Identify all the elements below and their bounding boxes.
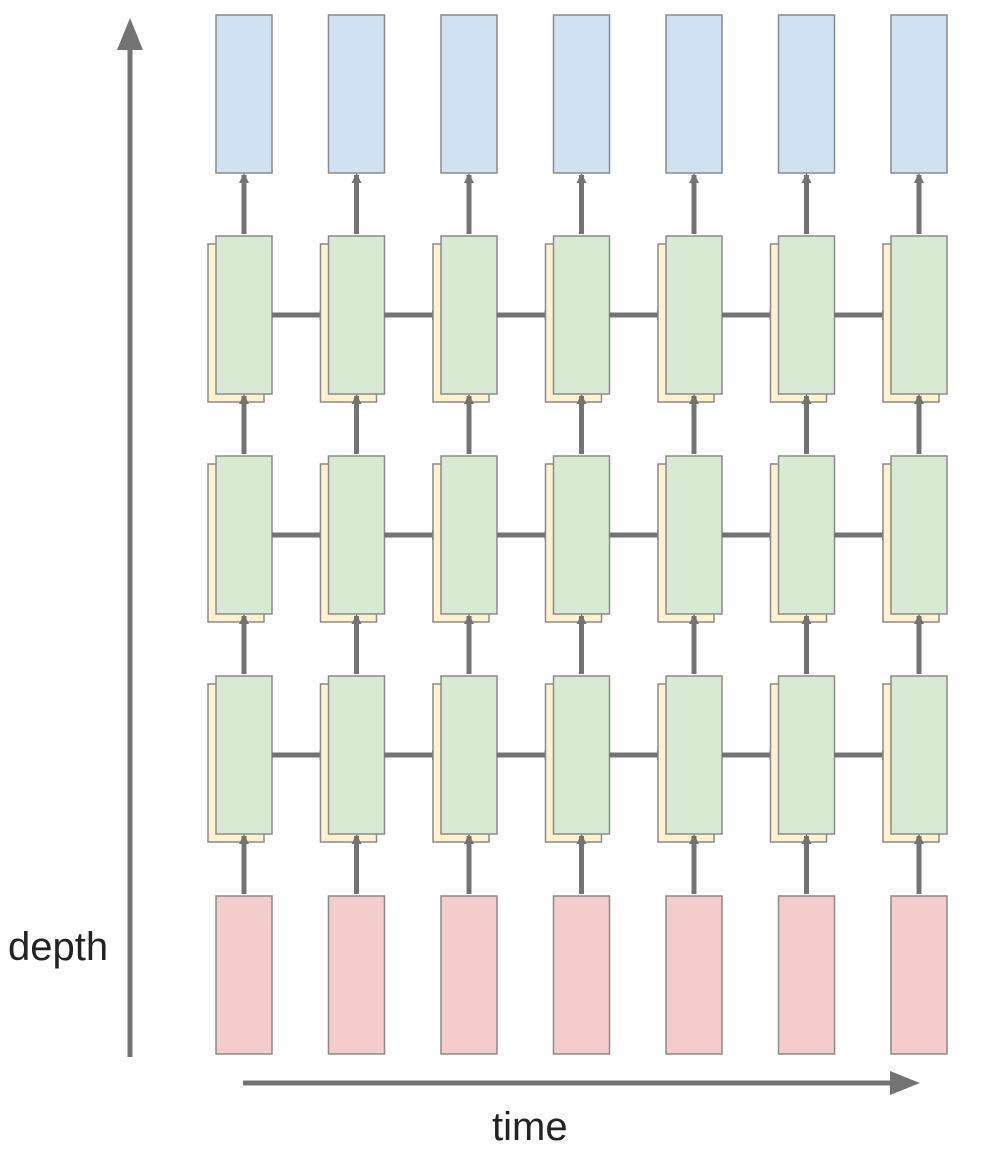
hidden-block [215, 235, 273, 395]
input-block [215, 895, 273, 1055]
output-block [215, 14, 273, 174]
hidden-block [552, 675, 611, 835]
hidden-block [665, 235, 723, 395]
hidden-block [440, 675, 498, 835]
input-block [552, 895, 611, 1055]
hidden-block [215, 455, 273, 615]
hidden-block [665, 675, 723, 835]
output-block [890, 14, 948, 174]
time-label: time [492, 1105, 568, 1149]
time-axis-arrowhead [890, 1071, 920, 1095]
hidden-block [890, 235, 948, 395]
output-block [552, 14, 611, 174]
hidden-block [665, 455, 723, 615]
hidden-block [215, 675, 273, 835]
hidden-block [552, 455, 611, 615]
input-block [665, 895, 723, 1055]
output-block [777, 14, 836, 174]
output-block [665, 14, 723, 174]
hidden-block [327, 455, 386, 615]
hidden-block [440, 235, 498, 395]
network-grid [207, 14, 948, 1055]
hidden-block [327, 235, 386, 395]
hidden-block [777, 455, 836, 615]
output-block [327, 14, 386, 174]
output-block [440, 14, 498, 174]
depth-label: depth [8, 925, 108, 969]
hidden-block [777, 235, 836, 395]
hidden-block [440, 455, 498, 615]
input-block [327, 895, 386, 1055]
hidden-block [552, 235, 611, 395]
hidden-block [890, 675, 948, 835]
hidden-block [890, 455, 948, 615]
depth-axis-arrowhead [117, 18, 143, 50]
hidden-block [777, 675, 836, 835]
input-block [777, 895, 836, 1055]
input-block [440, 895, 498, 1055]
input-block [890, 895, 948, 1055]
hidden-block [327, 675, 386, 835]
